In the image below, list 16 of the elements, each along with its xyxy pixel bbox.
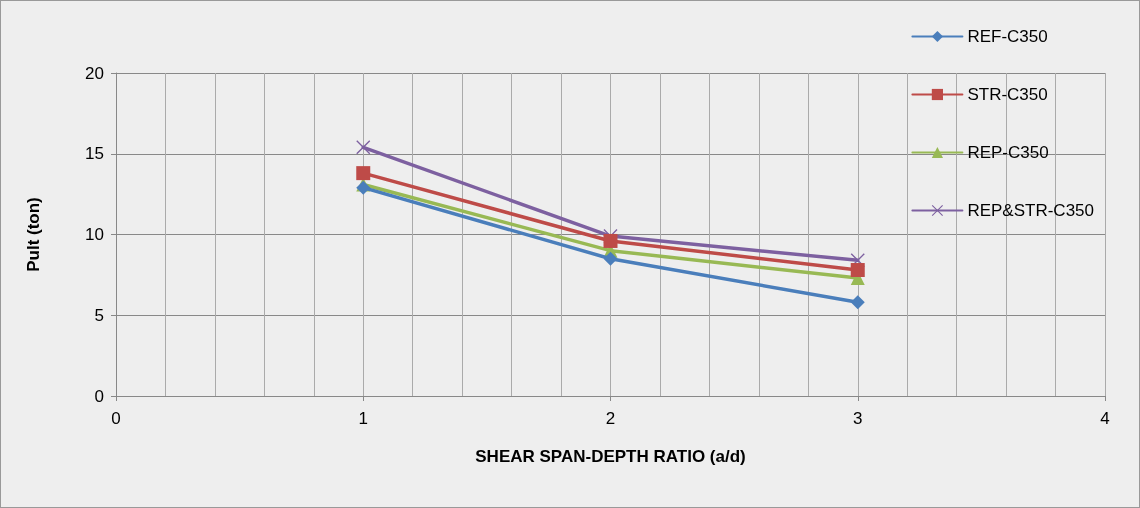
- x-axis-title: SHEAR SPAN-DEPTH RATIO (a/d): [475, 447, 746, 466]
- x-tick-label: 3: [853, 409, 863, 428]
- x-tick-label: 2: [605, 409, 616, 428]
- y-tick-label: 0: [94, 386, 104, 406]
- legend-label: REP-C350: [967, 143, 1049, 162]
- legend-label: STR-C350: [967, 85, 1048, 104]
- legend-label: REF-C350: [967, 27, 1048, 46]
- y-tick-label: 5: [94, 305, 104, 325]
- legend-label: REP&STR-C350: [967, 201, 1095, 220]
- y-tick-label: 10: [85, 225, 104, 244]
- y-axis-title: Pult (ton): [24, 197, 43, 272]
- y-tick-label: 20: [85, 63, 104, 83]
- x-tick-label: 1: [358, 409, 368, 428]
- x-tick-label: 0: [111, 409, 121, 428]
- x-tick-label: 4: [1100, 409, 1110, 428]
- y-tick-label: 15: [85, 144, 104, 164]
